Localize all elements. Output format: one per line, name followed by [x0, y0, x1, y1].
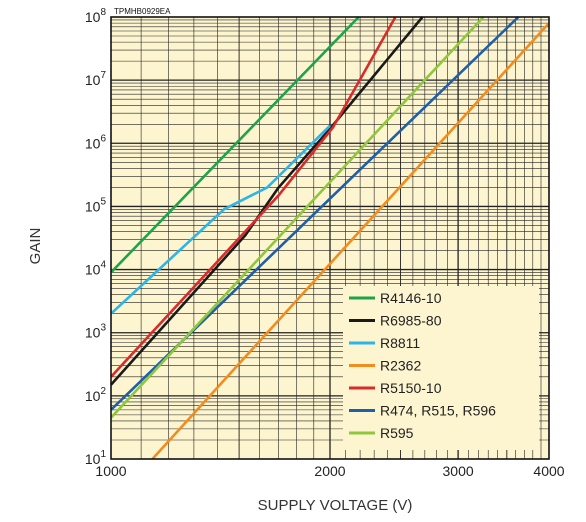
y-tick-label: 105 — [85, 196, 107, 214]
series-line-6 — [110, 16, 485, 419]
legend: R4146-10 R6985-80 R8811 R2362 R5150-10 R474, … — [343, 286, 539, 450]
series-line-2 — [110, 124, 331, 315]
legend-label: R474, R515, R596 — [380, 403, 496, 419]
series-line-1 — [110, 16, 424, 386]
y-tick-label: 107 — [85, 70, 107, 88]
y-tick-label: 108 — [85, 7, 107, 25]
y-tick-label: 104 — [85, 260, 107, 278]
legend-label: R2362 — [380, 358, 421, 374]
series-layer — [110, 16, 550, 460]
y-tick-label: 103 — [85, 323, 107, 341]
legend-label: R4146-10 — [380, 290, 442, 306]
series-line-4 — [110, 16, 397, 378]
x-tick-label: 3000 — [443, 463, 474, 479]
legend-label: R6985-80 — [380, 313, 442, 329]
x-axis-ticks: 1000 2000 3000 4000 — [95, 463, 564, 479]
legend-label: R5150-10 — [380, 380, 442, 396]
series-line-0 — [110, 16, 360, 274]
plot-frame — [110, 16, 550, 460]
legend-label: R595 — [380, 425, 414, 441]
legend-label: R8811 — [380, 335, 420, 351]
figure-code: TPMHB0929EA — [114, 7, 171, 16]
y-tick-label: 106 — [85, 133, 107, 151]
y-axis-ticks: 101 102 103 104 105 106 107 108 — [85, 7, 107, 467]
x-tick-label: 2000 — [314, 463, 345, 479]
y-tick-label: 101 — [85, 449, 107, 467]
x-tick-label: 1000 — [95, 463, 126, 479]
series-line-3 — [151, 22, 550, 460]
legend-box — [343, 286, 539, 450]
x-axis-title: SUPPLY VOLTAGE (V) — [258, 497, 413, 514]
x-tick-label: 4000 — [533, 463, 564, 479]
y-axis-title: GAIN — [27, 228, 44, 265]
y-tick-label: 102 — [85, 386, 107, 404]
